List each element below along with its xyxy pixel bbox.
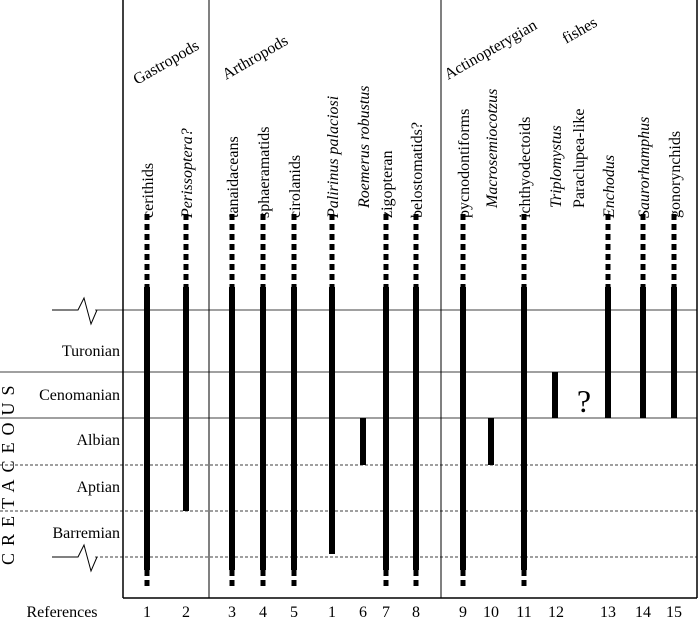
period-label: CRETACEOUS	[0, 378, 18, 565]
group-label-actinopterygian: Actinopterygian	[442, 17, 541, 84]
reference-number: 5	[290, 604, 298, 621]
reference-number: 15	[666, 604, 682, 621]
taxon-label-belostomatids: belostomatids?	[409, 122, 426, 218]
reference-number: 6	[359, 604, 367, 621]
reference-number: 3	[228, 604, 236, 621]
taxon-label-perissoptera: Perissoptera?	[179, 128, 196, 219]
reference-number: 11	[516, 604, 531, 621]
taxon-label-saurorhamphus: Saurorhamphus	[636, 117, 653, 218]
taxon-label-sphaeramatids: sphaeramatids	[256, 126, 273, 218]
reference-number: 13	[600, 604, 616, 621]
stage-label-aptian: Aptian	[76, 479, 120, 496]
stage-label-albian: Albian	[76, 432, 120, 449]
taxon-label-paraclupea-like: Paraclupea-like	[571, 109, 588, 209]
unknown-range-marker: ?	[577, 383, 591, 419]
reference-number: 7	[382, 604, 390, 621]
reference-number: 14	[635, 604, 651, 621]
group-label-arthropods: Arthropods	[220, 32, 292, 83]
reference-number: 10	[483, 604, 499, 621]
break-symbol-bottom	[52, 543, 98, 573]
reference-number: 2	[182, 604, 190, 621]
taxon-label-pycnodontiforms: pycnodontiforms	[456, 109, 473, 218]
references-label: References	[26, 604, 97, 621]
taxon-label-roemerus-robustus: Roemerus robustus	[356, 85, 373, 209]
taxon-label-ichthyodectoids: ichthyodectoids	[517, 117, 534, 218]
stage-lines	[0, 309, 697, 558]
taxon-label-gonorynchids: gonorynchids	[667, 131, 684, 218]
stage-label-cenomanian: Cenomanian	[39, 387, 120, 404]
reference-number: 1	[143, 604, 151, 621]
taxa-layer: cerithids Perissoptera? tanaidaceans sphaer…	[140, 85, 684, 590]
taxon-label-zigopteran: zigopteran	[379, 150, 396, 218]
taxon-label-tanaidaceans: tanaidaceans	[225, 136, 242, 218]
reference-number: 1	[328, 604, 336, 621]
references-row: 1 2 3 4 5 1 6 7 8 9 10 11 12 13 14 15	[143, 604, 682, 621]
taxon-label-enchodus: Enchodus	[601, 155, 618, 219]
taxon-label-macrosemiocotzus: Macrosemiocotzus	[484, 89, 501, 209]
reference-number: 8	[412, 604, 420, 621]
taxon-label-cerithids: cerithids	[140, 163, 157, 218]
reference-number: 12	[548, 604, 564, 621]
break-symbol-top	[52, 296, 98, 326]
taxon-label-cirolanids: cirolanids	[287, 155, 304, 218]
reference-number: 9	[459, 604, 467, 621]
taxon-label-palirinus-palaciosi: Palirinus palaciosi	[325, 96, 342, 219]
group-label-fishes: fishes	[560, 14, 601, 47]
stage-label-turonian: Turonian	[62, 343, 120, 360]
group-label-gastropods: Gastropods	[131, 37, 203, 88]
reference-number: 4	[259, 604, 267, 621]
taxon-label-triplomystus: Triplomystus	[548, 125, 565, 208]
stage-label-barremian: Barremian	[52, 525, 120, 542]
